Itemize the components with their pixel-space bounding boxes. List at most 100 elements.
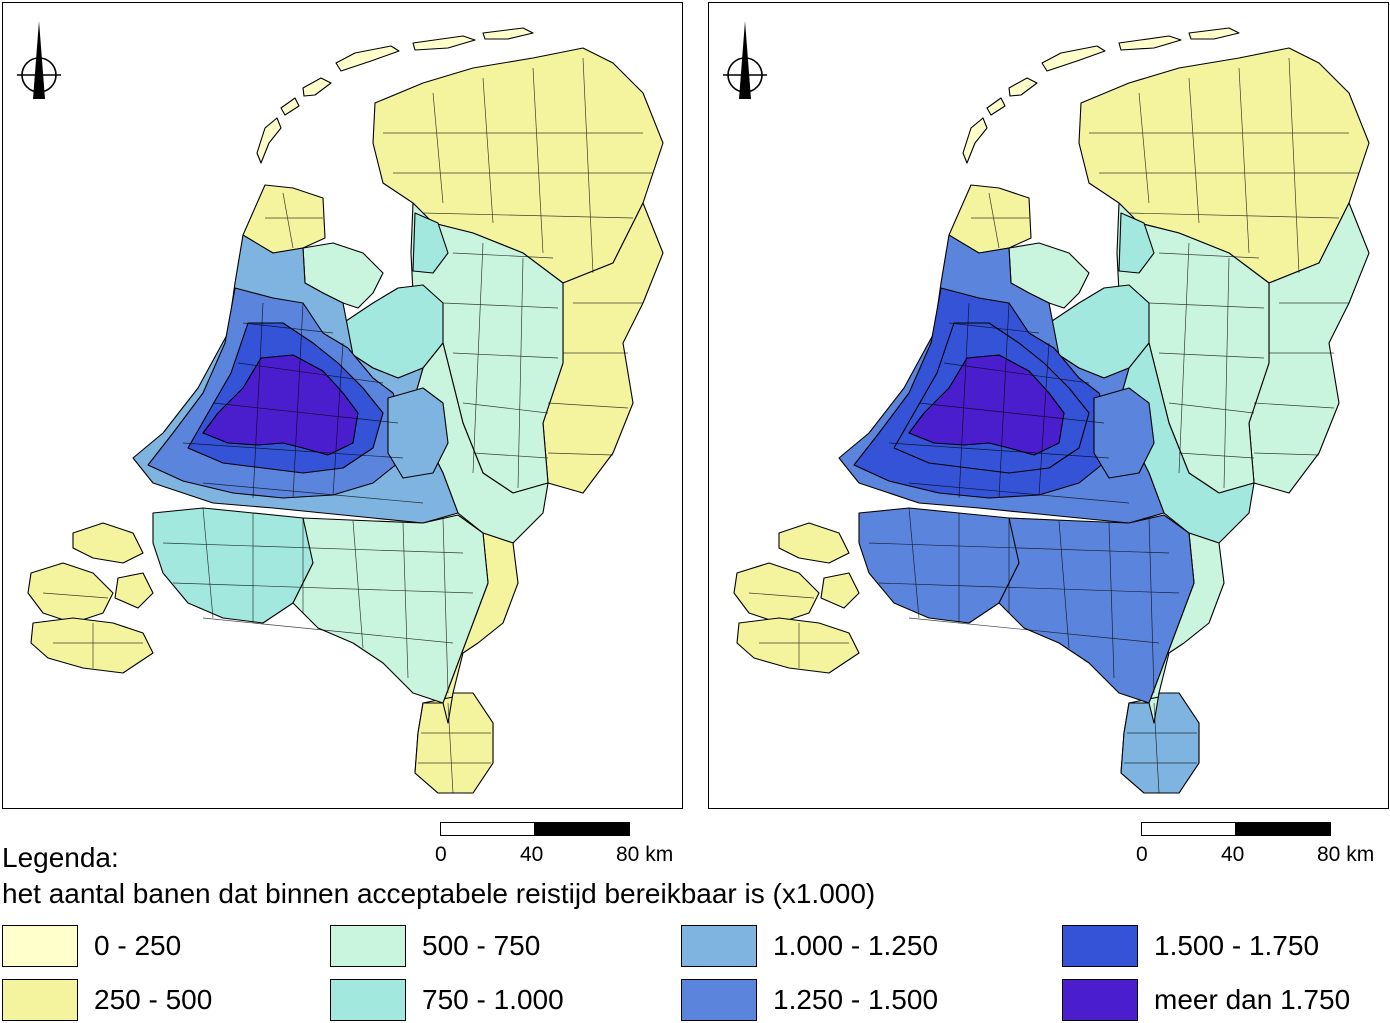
boundary-line — [878, 582, 1180, 594]
boundary-line — [202, 507, 214, 619]
boundary-line — [1153, 702, 1160, 794]
boundary-line — [998, 302, 1010, 499]
legend-subtitle: het aantal banen dat binnen acceptabele … — [2, 878, 876, 909]
legend-label: 750 - 1.000 — [422, 984, 564, 1015]
boundary-line — [432, 92, 444, 204]
scale-segment-white — [1141, 822, 1237, 836]
region-layer — [27, 27, 664, 794]
boundary-line — [1038, 342, 1050, 496]
region-limburg-south — [414, 692, 494, 794]
boundary-line — [447, 702, 454, 794]
boundary-line — [908, 482, 1130, 504]
legend-swatch — [1062, 925, 1138, 967]
scale-tick-80: 80 km — [616, 843, 674, 866]
boundary-line — [202, 482, 424, 504]
boundary-line — [948, 322, 1040, 334]
region-zeeland — [733, 562, 820, 624]
boundary-line — [172, 582, 474, 594]
boundary-line — [1138, 92, 1150, 204]
boundary-line — [162, 542, 464, 554]
boundary-line — [402, 522, 409, 679]
boundary-line — [202, 617, 454, 644]
legend-swatch — [681, 979, 757, 1021]
boundary-line — [1158, 352, 1265, 359]
boundary-line — [472, 452, 549, 459]
legend-label: 500 - 750 — [422, 930, 541, 961]
boundary-line — [908, 507, 920, 619]
municipality-boundaries — [42, 57, 653, 794]
boundary-line — [1158, 252, 1260, 259]
region-limburg-south — [1120, 692, 1200, 794]
legend-swatch — [2, 979, 78, 1021]
region-zeeland — [736, 617, 860, 674]
boundary-line — [868, 542, 1170, 554]
region-zeeland — [27, 562, 114, 624]
boundary-line — [908, 617, 1160, 644]
boundary-line — [532, 67, 544, 254]
legend-label: 250 - 500 — [94, 984, 213, 1015]
boundary-line — [462, 402, 549, 414]
legend-swatch — [330, 925, 406, 967]
boundary-line — [1058, 520, 1070, 649]
municipality-boundaries — [748, 57, 1359, 794]
boundary-line — [958, 302, 970, 499]
map-panel-right — [708, 2, 1389, 809]
boundary-line — [252, 302, 264, 499]
scale-tick-80: 80 km — [1317, 843, 1375, 866]
boundary-line — [547, 452, 614, 456]
scale-tick-0: 0 — [435, 843, 447, 866]
region-wadden-islands — [280, 97, 300, 116]
legend-label: meer dan 1.750 — [1154, 984, 1351, 1015]
region-wadden-islands — [962, 117, 988, 164]
boundary-line — [943, 362, 1090, 384]
region-wadden-islands — [412, 35, 476, 51]
legend-swatch — [330, 979, 406, 1021]
legend-label: 1.250 - 1.500 — [773, 984, 939, 1015]
region-zeeland — [114, 572, 154, 609]
legend-swatch — [1062, 979, 1138, 1021]
boundary-line — [988, 192, 1000, 249]
boundary-line — [242, 322, 334, 334]
region-wadden-islands — [986, 97, 1006, 116]
boundary-line — [482, 77, 494, 224]
boundary-line — [1108, 522, 1115, 679]
map-panel-left — [2, 2, 683, 809]
boundary-line — [292, 302, 304, 499]
boundary-line — [918, 402, 1105, 424]
north-arrow-icon — [17, 21, 61, 99]
boundary-line — [282, 192, 294, 249]
region-randstad-core — [202, 354, 359, 456]
region-wadden-islands — [302, 77, 332, 97]
legend-swatch — [2, 925, 78, 967]
legend-label: 1.000 - 1.250 — [773, 930, 939, 961]
boundary-line — [352, 520, 364, 649]
region-layer — [733, 27, 1370, 794]
boundary-line — [582, 57, 594, 274]
region-wadden-islands — [482, 27, 534, 40]
boundary-line — [517, 257, 524, 489]
boundary-line — [1148, 517, 1155, 694]
boundary-line — [42, 592, 109, 599]
boundary-line — [547, 402, 629, 409]
region-randstad-core — [908, 354, 1065, 456]
boundary-line — [452, 352, 559, 359]
boundary-line — [748, 592, 815, 599]
region-wadden-islands — [1118, 35, 1182, 51]
boundary-line — [1253, 402, 1335, 409]
legend-title: Legenda: — [2, 842, 119, 873]
region-wadden-islands — [1188, 27, 1240, 40]
map-svg-left — [17, 21, 664, 794]
boundary-line — [1188, 77, 1200, 224]
region-zeeland — [820, 572, 860, 609]
region-zeeland — [30, 617, 154, 674]
region-brabant-east-limburg-north — [292, 514, 489, 704]
boundary-line — [1238, 67, 1250, 254]
boundary-line — [332, 342, 344, 496]
boundary-line — [452, 252, 554, 259]
scale-segment-black — [1235, 822, 1331, 836]
region-wadden-islands — [335, 45, 400, 72]
region-brabant-east-limburg-north — [998, 514, 1195, 704]
boundary-line — [1128, 212, 1340, 219]
region-flevoland-polder — [1118, 212, 1155, 274]
legend-swatch — [681, 925, 757, 967]
